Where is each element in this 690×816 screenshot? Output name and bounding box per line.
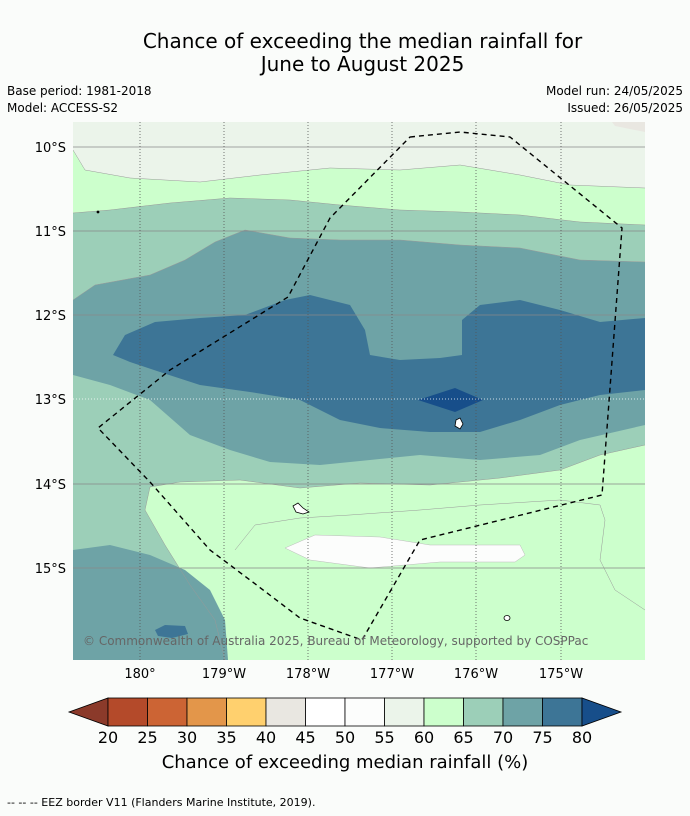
islands bbox=[96, 210, 511, 621]
lat-label: 13°S bbox=[35, 393, 66, 408]
longitude-labels: 180° 179°W 178°W 177°W 176°W 175°W bbox=[124, 667, 583, 682]
colorbar-swatch bbox=[423, 697, 464, 727]
colorbar-swatch bbox=[542, 697, 583, 727]
title-line-2: June to August 2025 bbox=[260, 52, 465, 76]
colorbar-extend-high bbox=[581, 697, 623, 727]
graticule bbox=[73, 122, 645, 660]
lon-label: 179°W bbox=[202, 667, 246, 682]
colorbar-swatch bbox=[305, 697, 346, 727]
contour-75-80-south bbox=[155, 625, 188, 638]
colorbar-tick-label: 20 bbox=[98, 728, 118, 747]
colorbar-extend-low bbox=[67, 697, 109, 727]
contour-70-75-south bbox=[73, 545, 228, 660]
colorbar-tick-label: 30 bbox=[177, 728, 197, 747]
colorbar-tick-label: 40 bbox=[256, 728, 276, 747]
lon-label: 176°W bbox=[454, 667, 498, 682]
colorbar-tick-label: 70 bbox=[493, 728, 513, 747]
colorbar-swatch bbox=[502, 697, 543, 727]
issued-date: Issued: 26/05/2025 bbox=[567, 101, 683, 115]
lon-label: 175°W bbox=[539, 667, 583, 682]
colorbar-swatch bbox=[463, 697, 504, 727]
lat-label: 11°S bbox=[35, 225, 66, 240]
colorbar-tick-label: 80 bbox=[572, 728, 592, 747]
colorbar-tick-label: 75 bbox=[532, 728, 552, 747]
model-run: Model run: 24/05/2025 bbox=[545, 84, 683, 98]
island-a bbox=[454, 417, 464, 430]
base-period: Base period: 1981-2018 bbox=[7, 84, 152, 98]
colorbar-swatch bbox=[344, 697, 385, 727]
colorbar-tick-label: 60 bbox=[414, 728, 434, 747]
lat-label: 12°S bbox=[35, 309, 66, 324]
island-d bbox=[96, 210, 100, 214]
lon-label: 178°W bbox=[286, 667, 330, 682]
model-name: Model: ACCESS-S2 bbox=[7, 101, 119, 115]
contour-45-50 bbox=[612, 122, 645, 132]
lat-label: 14°S bbox=[35, 478, 66, 493]
lat-label: 15°S bbox=[35, 562, 66, 577]
copyright-note: © Commonwealth of Australia 2025, Bureau… bbox=[83, 634, 588, 648]
colorbar-swatch bbox=[186, 697, 227, 727]
contour-80-plus bbox=[418, 388, 483, 412]
title-line-1: Chance of exceeding the median rainfall … bbox=[142, 29, 583, 53]
eez-border bbox=[96, 131, 623, 641]
colorbar-label: Chance of exceeding median rainfall (%) bbox=[161, 752, 529, 773]
map-title: Chance of exceeding the median rainfall … bbox=[0, 30, 690, 76]
meta-right: Model run: 24/05/2025 Issued: 26/05/2025 bbox=[546, 83, 683, 117]
island-b bbox=[292, 502, 310, 515]
lon-label: 180° bbox=[124, 667, 155, 682]
colorbar-tick-label: 50 bbox=[335, 728, 355, 747]
rainfall-contours bbox=[73, 122, 645, 660]
colorbar-swatch bbox=[226, 697, 267, 727]
latitude-labels: 10°S 11°S 12°S 13°S 14°S 15°S bbox=[35, 141, 66, 577]
island-c bbox=[503, 615, 511, 621]
lon-label: 177°W bbox=[370, 667, 414, 682]
colorbar-swatch bbox=[384, 697, 425, 727]
colorbar-tick-label: 65 bbox=[453, 728, 473, 747]
meta-left: Base period: 1981-2018 Model: ACCESS-S2 bbox=[7, 83, 152, 117]
eez-footer-note: -- -- -- EEZ border V11 (Flanders Marine… bbox=[7, 796, 316, 809]
colorbar: 20 25 30 35 40 45 50 55 60 65 70 75 80 bbox=[67, 697, 623, 747]
colorbar-swatch bbox=[107, 697, 148, 727]
colorbar-tick-label: 35 bbox=[216, 728, 236, 747]
lat-label: 10°S bbox=[35, 141, 66, 156]
colorbar-swatch bbox=[147, 697, 188, 727]
contour-75-80 bbox=[113, 295, 645, 432]
colorbar-tick-label: 55 bbox=[374, 728, 394, 747]
colorbar-swatch bbox=[265, 697, 306, 727]
contour-50-55 bbox=[284, 534, 526, 569]
colorbar-tick-label: 45 bbox=[295, 728, 315, 747]
colorbar-tick-label: 25 bbox=[137, 728, 157, 747]
